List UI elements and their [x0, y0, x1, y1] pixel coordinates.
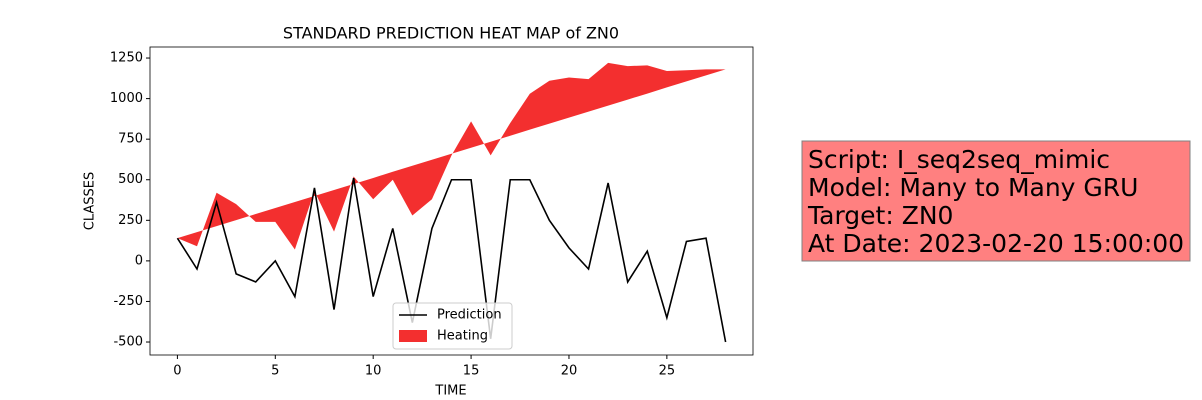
x-axis-label: TIME [434, 384, 466, 399]
legend-label: Prediction [437, 308, 502, 323]
annotation-line: Model: Many to Many GRU [808, 173, 1138, 202]
y-tick-label: 750 [118, 132, 143, 147]
annotation-box [801, 140, 1191, 262]
annotation-line: At Date: 2023-02-20 15:00:00 [808, 229, 1184, 258]
legend-swatch [399, 330, 427, 342]
chart-title: STANDARD PREDICTION HEAT MAP of ZN0 [283, 24, 619, 43]
y-tick-label: -500 [113, 335, 143, 350]
x-tick-label: 5 [271, 364, 279, 379]
prediction-line [176, 177, 727, 343]
y-tick-label: -250 [113, 294, 143, 309]
x-tick-label: 25 [659, 364, 676, 379]
x-tick-label: 15 [463, 364, 480, 379]
heating-area [177, 62, 726, 250]
x-tick-label: 20 [561, 364, 578, 379]
x-tick-label: 0 [173, 364, 181, 379]
legend-label: Heating [437, 329, 488, 344]
plot-frame [149, 46, 754, 356]
x-tick-label: 10 [365, 364, 382, 379]
annotation-line: Script: I_seq2seq_mimic [808, 145, 1110, 174]
y-tick-label: 1000 [110, 91, 143, 106]
annotation-line: Target: ZN0 [807, 201, 953, 230]
y-tick-label: 500 [118, 172, 143, 187]
y-tick-label: 0 [135, 253, 143, 268]
y-axis-label: CLASSES [83, 172, 98, 230]
y-tick-label: 1250 [110, 51, 143, 66]
y-tick-label: 250 [118, 213, 143, 228]
